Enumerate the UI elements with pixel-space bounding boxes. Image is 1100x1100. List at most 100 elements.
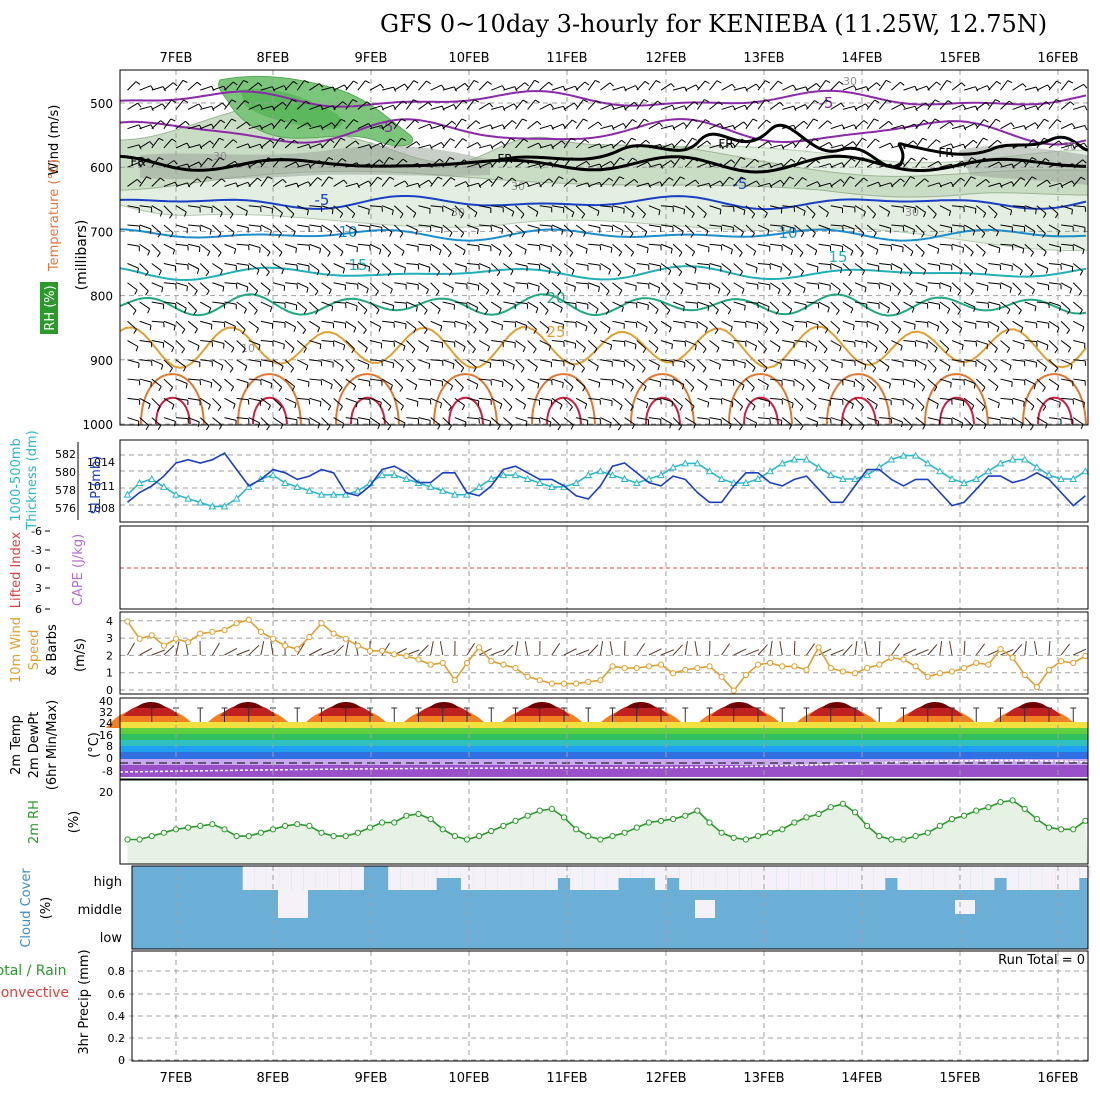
wind-barb-flag <box>473 328 477 334</box>
wind-barb <box>260 205 273 209</box>
cloud-high-gap <box>751 866 765 890</box>
wind-barb-flag <box>1066 329 1071 335</box>
wind-barb <box>563 301 576 305</box>
wind-barb <box>624 340 637 345</box>
wind-barb-flag <box>425 346 429 353</box>
wind-barb-flag <box>812 367 816 373</box>
wind-barb-flag <box>170 232 174 238</box>
wind-barb <box>891 378 904 381</box>
wind-barb-flag <box>488 268 491 274</box>
wind-barb <box>951 301 961 311</box>
wind10-barb <box>139 647 153 656</box>
wind-barb <box>1024 86 1037 91</box>
wind-barb <box>709 320 719 331</box>
wind-barb <box>697 140 708 149</box>
wind-barb <box>964 340 977 343</box>
precip-convective-label: Convective <box>0 985 69 1001</box>
wind-barb <box>381 301 394 306</box>
cloud-high-gap <box>1030 866 1043 890</box>
wind-barb <box>1000 282 1012 289</box>
wind-barb <box>745 263 758 269</box>
wind-barb-flag <box>511 120 517 124</box>
wind-barb <box>612 397 623 406</box>
rh2m-series-point <box>403 812 410 819</box>
wind-barb-flag <box>254 290 259 296</box>
wind-barb-flag <box>1031 405 1035 411</box>
wind-barb-flag <box>376 309 380 315</box>
temp-contour-35 <box>350 396 386 425</box>
wind-barb <box>939 417 952 420</box>
wind-barb <box>551 359 564 362</box>
wind-barb-flag <box>150 106 154 112</box>
wind-barb-flag <box>510 137 516 142</box>
wind-barb <box>285 301 297 306</box>
wind-barb <box>139 320 152 326</box>
wind-barb <box>1000 80 1009 91</box>
wind-barb <box>915 263 926 271</box>
wind-barb <box>212 340 225 344</box>
wind-barb <box>321 397 332 407</box>
wind-barb-flag <box>981 233 986 238</box>
wind-barb-flag <box>754 158 760 163</box>
wind-barb-flag <box>509 386 514 392</box>
wind-barb <box>600 417 612 424</box>
wind-barb <box>576 417 588 421</box>
wind-barb-flag <box>194 328 198 334</box>
wind-barb-flag <box>293 139 299 144</box>
wind-barb-flag <box>427 102 433 107</box>
wind10-speed-series-point <box>827 665 834 672</box>
wind-barb-flag <box>532 348 537 354</box>
wind-barb <box>442 243 452 254</box>
wind-barb <box>333 205 344 214</box>
wind-barb-flag <box>707 402 710 408</box>
wind-barb-flag <box>740 156 746 160</box>
wind-barb <box>406 320 417 329</box>
wind-barb <box>442 205 454 212</box>
wind-barb <box>660 282 670 292</box>
date-label-top: 8FEB <box>257 51 290 66</box>
cloud-high-gap <box>388 866 401 890</box>
wind-barb-flag <box>171 99 177 103</box>
wind-barb-flag <box>548 345 552 351</box>
wind-barb <box>466 282 479 286</box>
wind10-barb <box>830 649 844 656</box>
wind-barb-flag <box>460 387 464 392</box>
temperature-axis-label: Temperature (°C) <box>47 159 62 272</box>
wind-barb-flag <box>217 406 222 412</box>
wind-barb <box>842 85 855 91</box>
wind-barb <box>551 301 563 309</box>
wind-barb-flag <box>849 176 855 180</box>
wind-barb <box>769 263 782 268</box>
wind-barb <box>951 320 963 329</box>
rh2m-area <box>127 800 1088 864</box>
wind-barb <box>854 417 865 426</box>
wind-barb <box>1000 143 1013 149</box>
wind-barb-flag <box>981 406 986 412</box>
wind-barb-flag <box>132 310 137 315</box>
wind-barb <box>175 205 187 213</box>
wind-barb <box>648 301 659 310</box>
wind-barb-flag <box>861 386 865 392</box>
wind-barb <box>866 340 878 348</box>
wind-barb-flag <box>511 211 515 217</box>
wind-barb-flag <box>1072 163 1076 169</box>
wind-barb <box>951 224 964 227</box>
wind-barb <box>139 417 150 426</box>
wind10-speed-series-point <box>657 661 665 668</box>
wind-barb-flag <box>328 176 334 180</box>
wind-barb <box>127 417 140 422</box>
thickness-series-point <box>196 498 205 506</box>
wind-barb <box>588 417 601 420</box>
wind-barb-flag <box>462 346 466 352</box>
wind-barb-flag <box>1010 210 1013 216</box>
wind-barb <box>903 140 914 149</box>
wind-barb <box>757 224 770 231</box>
wind-barb <box>879 378 891 384</box>
wind-barb-flag <box>741 385 745 390</box>
wind10-barb <box>599 641 604 656</box>
temp2m-tick-label: 40 <box>99 695 113 708</box>
wind-barb <box>1036 397 1047 407</box>
wind-barb-flag <box>571 212 575 218</box>
cloud-high-gap <box>1055 866 1068 890</box>
wind10-speed-series-point <box>912 663 919 670</box>
